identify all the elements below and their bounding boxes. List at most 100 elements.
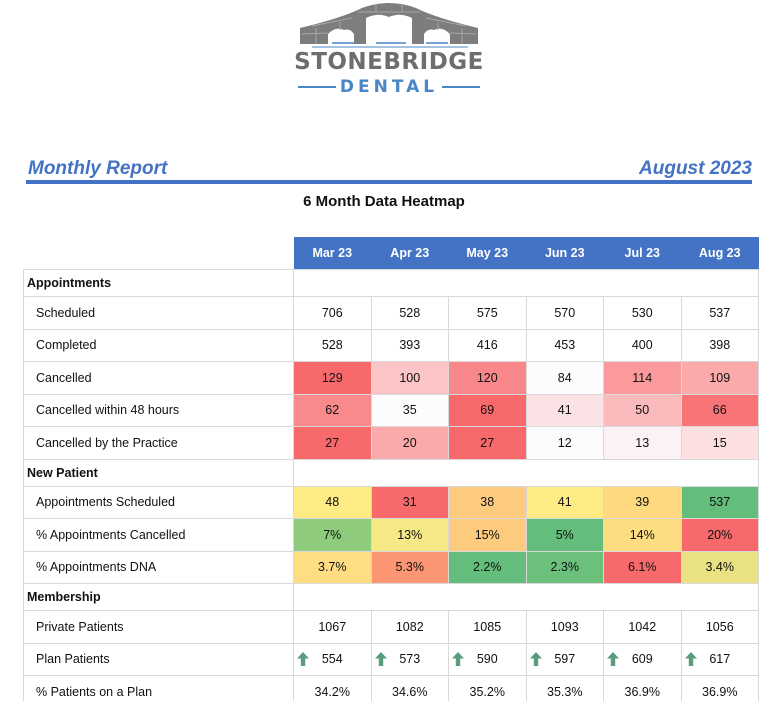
heat-cell: 39 [603, 485, 682, 519]
up-arrow-icon [452, 652, 464, 667]
month-header: Jul 23 [603, 237, 681, 270]
heat-cell: 35 [370, 393, 449, 427]
row-label: % Appointments DNA [23, 550, 294, 584]
heat-cell: 1056 [680, 610, 759, 644]
heat-cell: 528 [293, 328, 372, 362]
table-row: Completed 528 393 416 453 400 398 [23, 328, 759, 362]
section-row: Membership [23, 583, 759, 611]
heat-cell: 530 [603, 296, 682, 330]
heat-cell: 31 [370, 485, 449, 519]
table-row: Plan Patients 554 573 590 597 609 617 [23, 642, 759, 676]
heat-cell: 109 [680, 361, 759, 395]
table-row: Scheduled 706 528 575 570 530 537 [23, 296, 759, 330]
report-date: August 2023 [639, 158, 752, 179]
cell-value: 597 [554, 652, 576, 667]
month-header: Jun 23 [526, 237, 604, 270]
heat-cell: 398 [680, 328, 759, 362]
heat-cell: 41 [525, 485, 604, 519]
report-header: Monthly Report August 2023 [26, 158, 752, 184]
heat-cell: 14% [603, 518, 682, 552]
logo-divider-right [442, 86, 481, 88]
heat-cell: 20 [370, 426, 449, 460]
heat-cell: 69 [448, 393, 527, 427]
heat-cell: 1067 [293, 610, 372, 644]
heat-cell: 100 [370, 361, 449, 395]
heatmap-title: 6 Month Data Heatmap [303, 193, 465, 210]
heatmap-body: Appointments Scheduled 706 528 575 570 530 537 C… [23, 269, 759, 701]
heat-cell: 590 [448, 642, 527, 676]
heat-cell: 38 [448, 485, 527, 519]
heat-cell: 7% [293, 518, 372, 552]
up-arrow-icon [607, 652, 619, 667]
heat-cell: 6.1% [603, 550, 682, 584]
heat-cell: 15% [448, 518, 527, 552]
stonebridge-dental-logo: STONEBRIDGE DENTAL [292, 0, 486, 100]
heat-cell: 114 [603, 361, 682, 395]
heat-cell: 2.2% [448, 550, 527, 584]
heat-cell: 36.9% [603, 675, 682, 701]
table-row: % Patients on a Plan 34.2% 34.6% 35.2% 35.3%… [23, 675, 759, 701]
heat-cell: 41 [525, 393, 604, 427]
table-row: Cancelled within 48 hours 62 35 69 41 50 66 [23, 393, 759, 427]
heat-cell: 537 [680, 485, 759, 519]
heat-cell: 617 [680, 642, 759, 676]
row-label: Cancelled within 48 hours [23, 393, 294, 427]
heat-cell: 609 [603, 642, 682, 676]
heat-cell: 27 [448, 426, 527, 460]
up-arrow-icon [297, 652, 309, 667]
section-fill [293, 458, 759, 487]
table-row: Cancelled 129 100 120 84 114 109 [23, 361, 759, 395]
heat-cell: 15 [680, 426, 759, 460]
logo-brand-name: STONEBRIDGE [294, 49, 484, 75]
heat-cell: 5% [525, 518, 604, 552]
header-blank [24, 237, 294, 270]
heat-cell: 20% [680, 518, 759, 552]
table-row: Appointments Scheduled 48 31 38 41 39 537 [23, 485, 759, 519]
heat-cell: 416 [448, 328, 527, 362]
heat-cell: 706 [293, 296, 372, 330]
cell-value: 609 [631, 652, 653, 667]
section-row: New Patient [23, 458, 759, 487]
report-title: Monthly Report [28, 158, 168, 179]
bridge-teeth-logo-icon [300, 3, 478, 48]
heat-cell: 66 [680, 393, 759, 427]
month-header-row: Mar 23 Apr 23 May 23 Jun 23 Jul 23 Aug 2… [24, 237, 759, 270]
table-row: Cancelled by the Practice 27 20 27 12 13 15 [23, 426, 759, 460]
heat-cell: 528 [370, 296, 449, 330]
heat-cell: 575 [448, 296, 527, 330]
logo-sub-text: DENTAL [339, 77, 439, 97]
month-header: Apr 23 [371, 237, 449, 270]
row-label: Plan Patients [23, 642, 294, 676]
cell-value: 590 [476, 652, 498, 667]
heat-cell: 12 [525, 426, 604, 460]
up-arrow-icon [374, 652, 387, 667]
heat-cell: 50 [603, 393, 682, 427]
heat-cell: 1082 [370, 610, 449, 644]
row-label: Cancelled [23, 361, 294, 395]
heat-cell: 13% [370, 518, 449, 552]
heat-cell: 3.7% [293, 550, 372, 584]
heat-cell: 1093 [525, 610, 604, 644]
cell-value: 617 [709, 652, 731, 667]
heat-cell: 537 [680, 296, 759, 330]
up-arrow-icon [684, 652, 697, 667]
heat-cell: 5.3% [370, 550, 449, 584]
table-row: % Appointments DNA 3.7% 5.3% 2.2% 2.3% 6.1% 3.… [23, 550, 759, 584]
heatmap-table: Mar 23 Apr 23 May 23 Jun 23 Jul 23 Aug 2… [23, 237, 759, 701]
row-label: Completed [23, 328, 294, 362]
heat-cell: 453 [525, 328, 604, 362]
heat-cell: 1042 [603, 610, 682, 644]
section-fill [293, 269, 759, 297]
table-row: Private Patients 1067 1082 1085 1093 1042 1056 [23, 610, 759, 644]
heat-cell: 573 [370, 642, 449, 676]
heat-cell: 84 [525, 361, 604, 395]
heat-cell: 597 [525, 642, 604, 676]
cell-value: 554 [321, 652, 343, 667]
heat-cell: 554 [293, 642, 372, 676]
heat-cell: 36.9% [680, 675, 759, 701]
table-row: % Appointments Cancelled 7% 13% 15% 5% 14% 20% [23, 518, 759, 552]
row-label: % Appointments Cancelled [23, 518, 294, 552]
heat-cell: 34.2% [293, 675, 372, 701]
heat-cell: 1085 [448, 610, 527, 644]
heat-cell: 129 [293, 361, 372, 395]
